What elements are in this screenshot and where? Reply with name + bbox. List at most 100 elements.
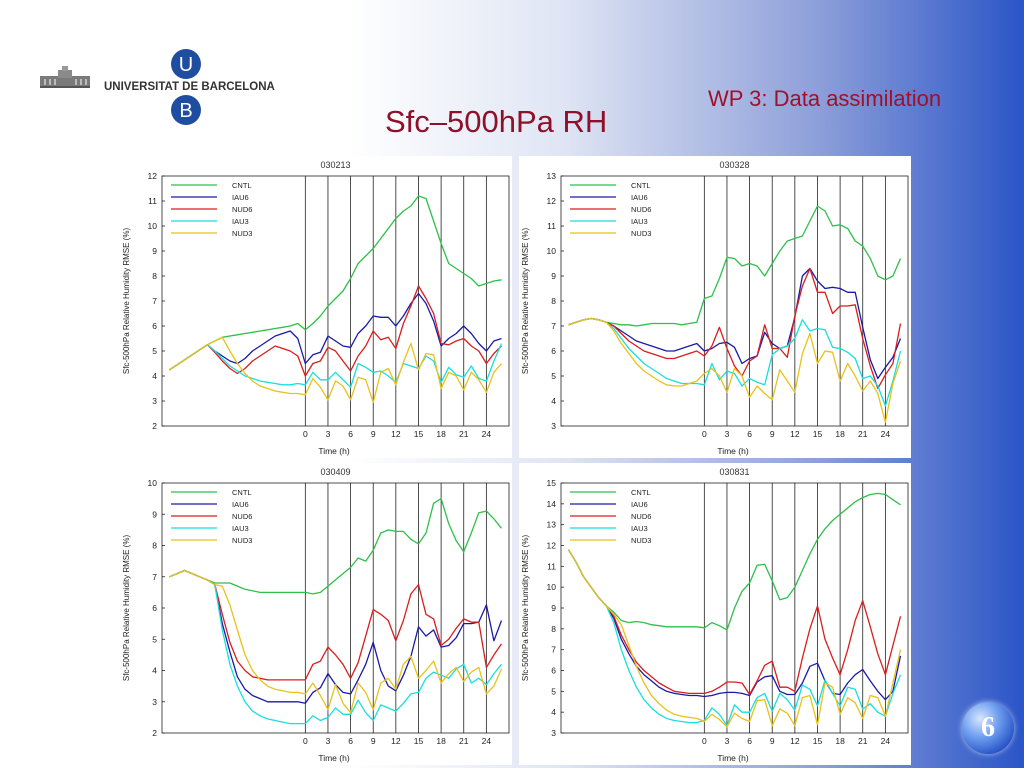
series-line-nud3 [169,569,503,714]
y-tick-label: 9 [152,509,157,519]
logo-letter-bottom: B [179,100,192,122]
chart-panel-030328: 030328 3 4 5 6 7 8 9 10 11 12 13 0 3 6 9 12 15 18 21 24 Time … [519,156,911,458]
y-tick-label: 6 [551,666,556,676]
series-line-nud6 [169,285,502,377]
series-line-iau3 [169,343,503,388]
chart-030409: 030409 2 3 4 5 6 7 8 9 10 0 3 6 9 12 15 18 21 24 Time (h) Sf… [122,467,510,763]
legend-label-iau3: IAU3 [631,217,648,226]
legend-label-nud3: NUD3 [232,536,252,545]
plot-frame [161,175,510,427]
chart-panel-030213: 030213 2 3 4 5 6 7 8 9 10 11 12 0 3 6 9 12 15 18 21 24 Time (… [120,156,512,458]
x-tick-label: 0 [303,429,308,439]
y-tick-label: 3 [551,421,556,431]
chart-title: 030409 [320,467,350,477]
logo-letter-top: U [179,54,193,76]
y-tick-label: 9 [551,271,556,281]
x-tick-label: 21 [459,429,469,439]
legend-label-cntl: CNTL [631,181,651,190]
logo-circle-top [171,49,201,79]
series-line-iau6 [568,267,902,380]
x-tick-label: 9 [770,736,775,746]
plot-frame [560,175,909,427]
series-line-cntl [169,195,502,371]
series-line-nud6 [169,569,503,681]
y-tick-label: 7 [152,296,157,306]
y-tick-label: 13 [547,171,557,181]
y-tick-label: 11 [148,196,157,206]
y-tick-label: 14 [547,499,557,509]
series-line-cntl [568,205,902,327]
y-tick-label: 12 [547,541,557,551]
university-name: UNIVERSITAT DE BARCELONA [104,81,275,93]
chart-030213: 030213 2 3 4 5 6 7 8 9 10 11 12 0 3 6 9 12 15 18 21 24 Time (… [122,160,510,456]
series-line-cntl [567,492,901,631]
y-tick-label: 6 [551,346,556,356]
legend-label-nud6: NUD6 [232,205,252,214]
y-tick-label: 10 [148,478,158,488]
x-tick-label: 12 [790,429,800,439]
legend-label-iau3: IAU3 [232,524,249,533]
plot-frame [161,482,510,734]
y-tick-label: 7 [152,572,157,582]
x-tick-label: 12 [391,429,401,439]
x-tick-label: 24 [881,736,891,746]
y-tick-label: 10 [148,221,158,231]
chart-030328: 030328 3 4 5 6 7 8 9 10 11 12 13 0 3 6 9 12 15 18 21 24 Time … [521,160,909,456]
series-line-cntl [169,497,503,595]
legend-label-nud6: NUD6 [631,205,651,214]
university-logo: U UNIVERSITAT DE BARCELONA B [38,44,278,128]
y-tick-label: 5 [551,686,556,696]
x-tick-label: 24 [482,736,492,746]
x-tick-label: 0 [702,736,707,746]
x-tick-label: 0 [303,736,308,746]
x-axis-label: Time (h) [318,753,349,763]
y-tick-label: 9 [551,603,556,613]
y-tick-label: 8 [152,271,157,281]
legend-label-cntl: CNTL [232,181,252,190]
slide-number: 6 [981,712,995,743]
y-tick-label: 10 [547,246,557,256]
y-tick-label: 8 [551,624,556,634]
chart-title: 030213 [320,160,350,170]
y-tick-label: 5 [152,634,157,644]
x-tick-label: 6 [747,429,752,439]
x-tick-label: 24 [482,429,492,439]
y-axis-label: Sfc-500hPa Relative Humidity RMSE (%) [521,535,530,682]
x-tick-label: 3 [725,429,730,439]
legend-label-cntl: CNTL [631,488,651,497]
x-tick-label: 21 [459,736,469,746]
x-tick-label: 0 [702,429,707,439]
legend-label-nud3: NUD3 [232,229,252,238]
y-tick-label: 12 [148,171,158,181]
y-tick-label: 8 [152,541,157,551]
legend-label-nud3: NUD3 [631,229,651,238]
x-tick-label: 18 [835,429,845,439]
series-line-iau3 [169,569,503,725]
logo-circle-bottom [171,95,201,125]
x-tick-label: 21 [858,429,868,439]
y-tick-label: 3 [152,697,157,707]
y-tick-label: 11 [547,561,556,571]
chart-title: 030831 [719,467,749,477]
x-tick-label: 9 [770,429,775,439]
series-line-iau6 [169,569,503,704]
slide-title: Sfc–500hPa RH [385,104,608,139]
y-tick-label: 9 [152,246,157,256]
legend-label-iau3: IAU3 [232,217,249,226]
y-tick-label: 4 [551,707,556,717]
x-tick-label: 18 [835,736,845,746]
x-tick-label: 9 [371,429,376,439]
x-axis-label: Time (h) [717,753,748,763]
x-tick-label: 12 [391,736,401,746]
slide-number-badge: 6 [962,702,1014,754]
building-icon [40,66,90,88]
y-tick-label: 7 [551,645,556,655]
series-line-iau6 [169,292,502,371]
series-line-iau6 [567,549,902,701]
x-tick-label: 12 [790,736,800,746]
y-tick-label: 3 [152,396,157,406]
chart-title: 030328 [719,160,749,170]
y-tick-label: 4 [152,371,157,381]
x-tick-label: 24 [881,429,891,439]
legend-label-nud6: NUD6 [232,512,252,521]
